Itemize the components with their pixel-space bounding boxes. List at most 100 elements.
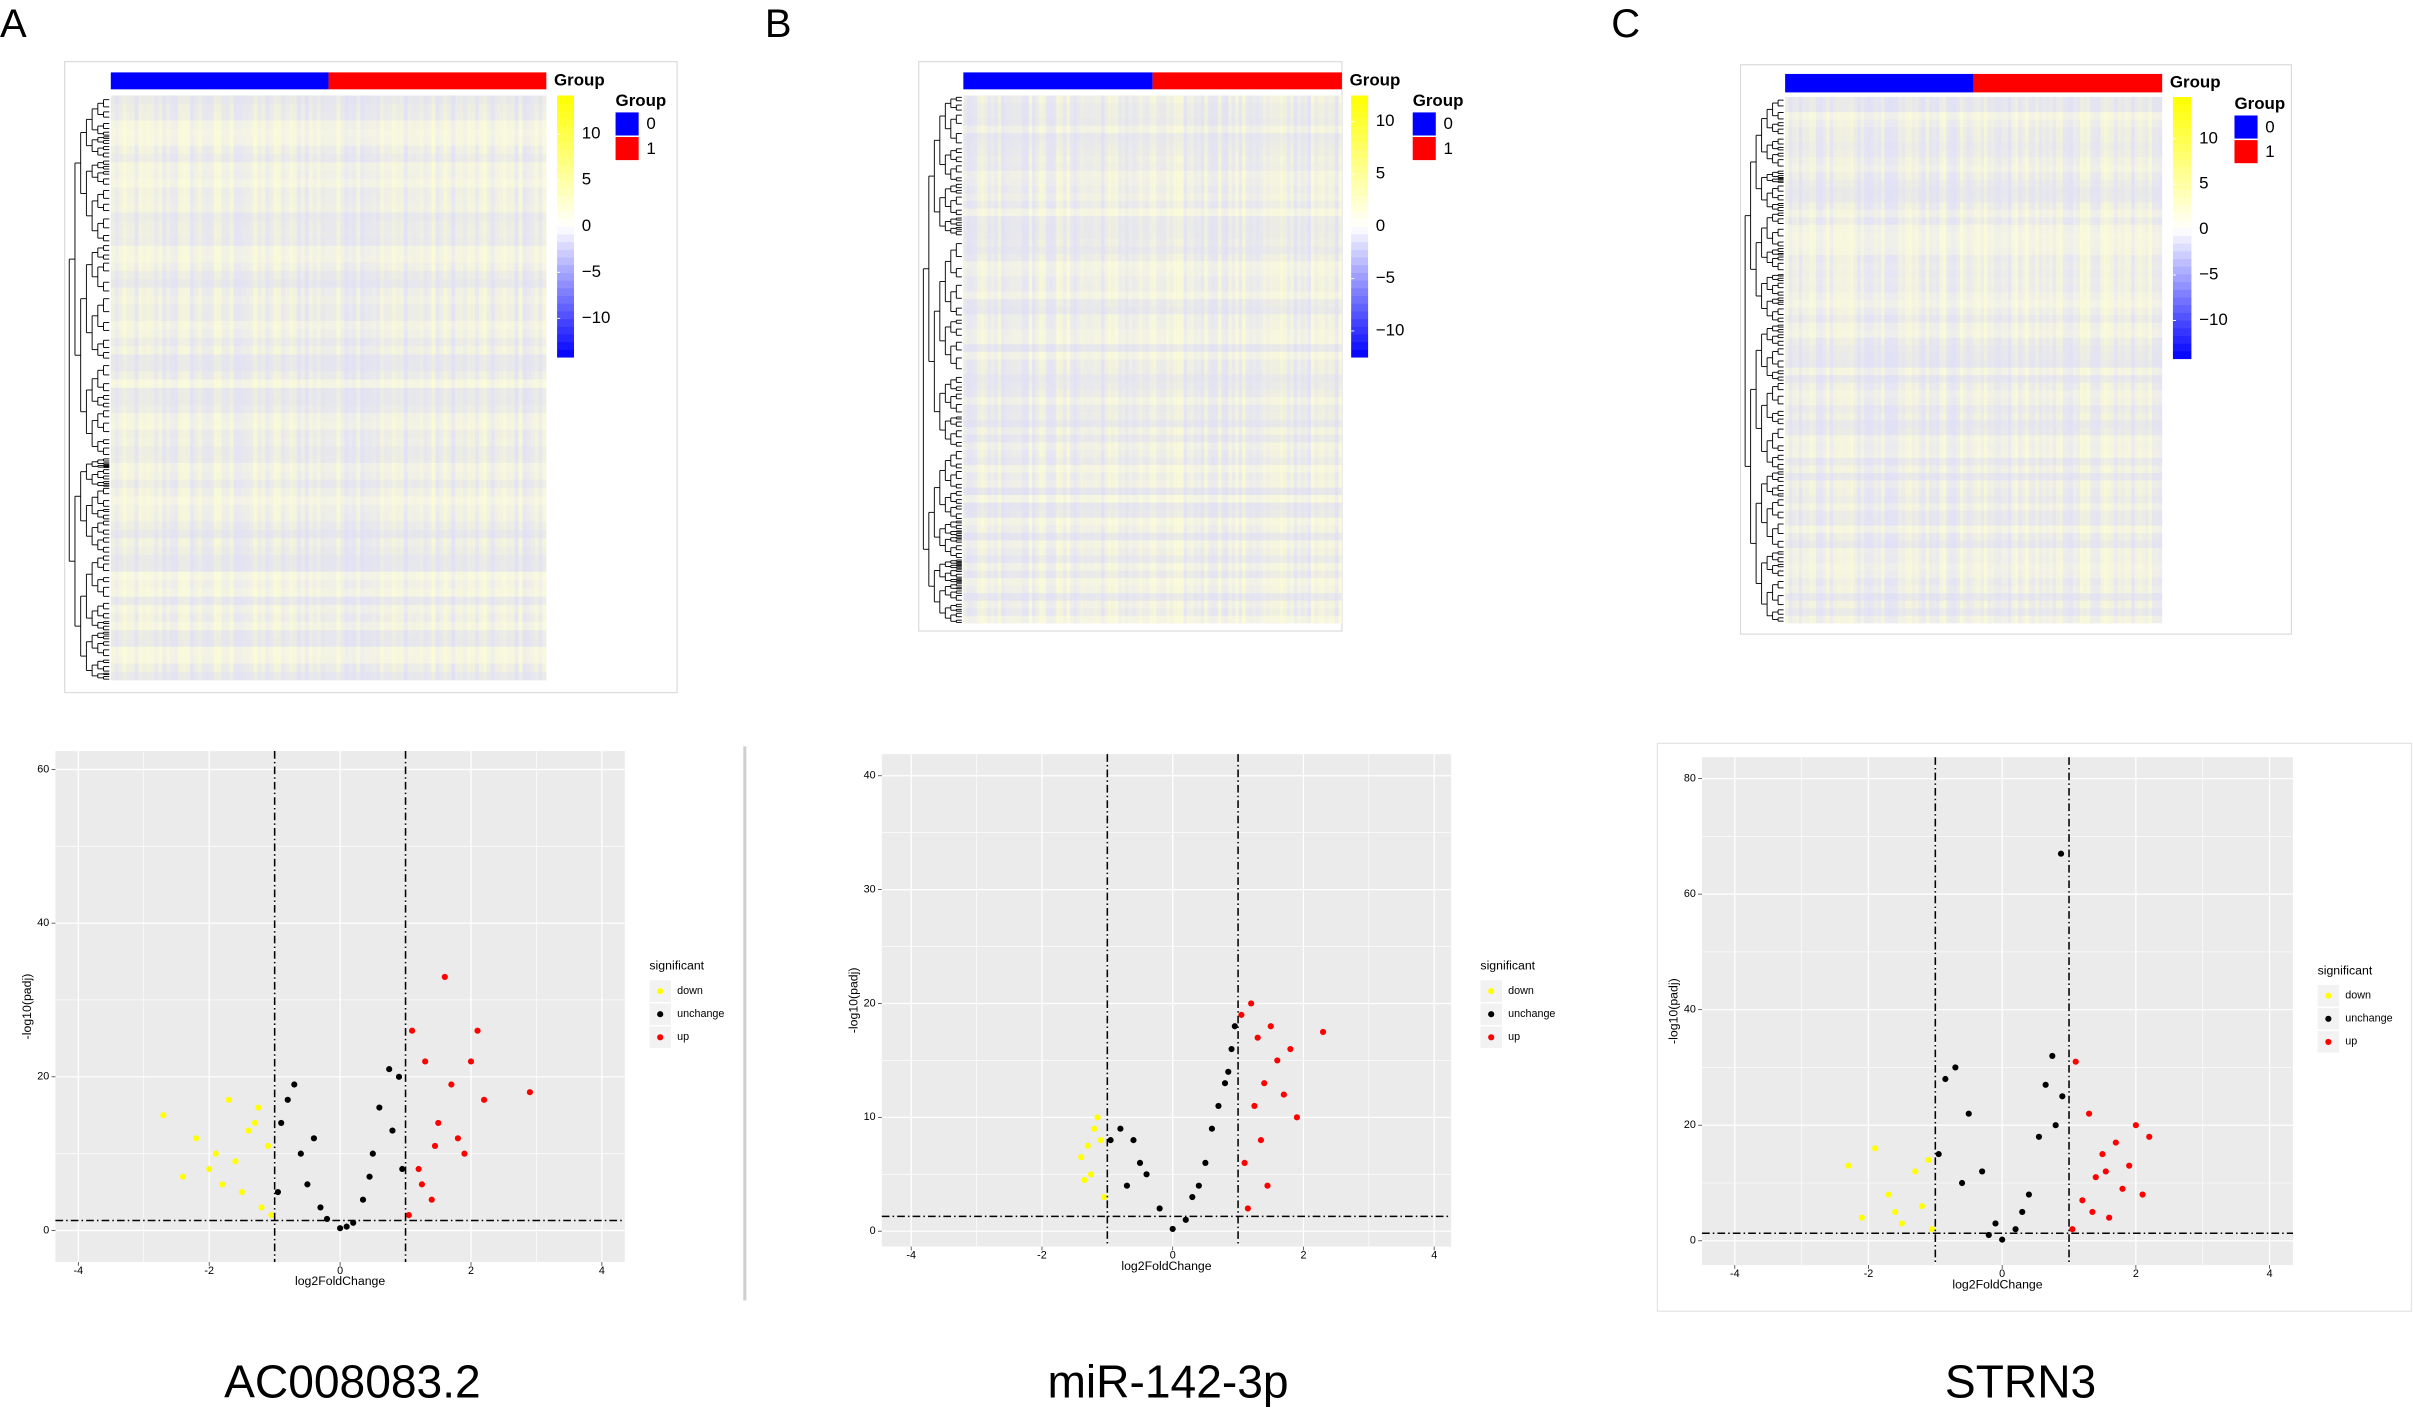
heatmap-row (110, 120, 547, 129)
colorbar-step (2172, 281, 2192, 290)
point (1228, 1045, 1235, 1053)
heatmap-column (1242, 95, 1246, 624)
y-axis-label: -log10(padj) (20, 974, 34, 1040)
heatmap-column (277, 95, 282, 681)
heatmap-column (1826, 97, 1830, 624)
heatmap-column (1850, 97, 1854, 624)
heatmap-row (963, 397, 1342, 405)
heatmap-column (1259, 95, 1263, 624)
heatmap-column (174, 95, 179, 681)
heatmap-column (166, 95, 171, 681)
x-tick-label: 0 (1999, 1268, 2005, 1280)
point (2099, 1151, 2106, 1158)
heatmap-row (963, 193, 1342, 202)
heatmap-column (2097, 97, 2101, 624)
colorbar-step (1351, 303, 1369, 312)
point (1942, 1075, 1949, 1083)
legend-label: down (2345, 990, 2371, 1002)
point (251, 1119, 259, 1126)
legend-title: Group (616, 91, 667, 110)
heatmap-row (1785, 307, 2163, 316)
point (1208, 1125, 1216, 1132)
heatmap-row (963, 291, 1342, 300)
point (376, 1104, 383, 1111)
heatmap-column (233, 95, 238, 681)
heatmap-column (2055, 97, 2060, 624)
heatmap-row (110, 204, 547, 213)
colorbar-step (2172, 112, 2192, 121)
colorbar-step (1351, 264, 1369, 273)
colorbar-step (557, 126, 575, 135)
colorbar-step (557, 218, 575, 227)
colorbar-step (557, 295, 575, 304)
y-tick-label: 80 (1684, 772, 1696, 784)
heatmap-column (1997, 97, 2002, 624)
heatmap-column (1173, 95, 1177, 624)
heatmap-row (963, 314, 1342, 322)
legend-dot (2325, 992, 2332, 999)
colorbar-step (557, 164, 575, 173)
heatmap-column (1159, 95, 1163, 624)
heatmap-row (963, 110, 1342, 119)
heatmap-column (340, 95, 345, 681)
heatmap-column (1932, 97, 1936, 624)
heatmap-row (1785, 450, 2163, 458)
heatmap-column (1207, 95, 1212, 624)
colorbar-step (2172, 197, 2192, 206)
heatmap-column (1860, 97, 1864, 624)
heatmap-column (486, 95, 491, 681)
heatmap-column (1898, 97, 1902, 624)
heatmap-row (963, 223, 1342, 232)
heatmap-row (963, 148, 1342, 156)
heatmap-row (1785, 427, 2163, 436)
point (481, 1096, 488, 1103)
heatmap-column (1297, 95, 1301, 624)
heatmap-column (2100, 97, 2104, 624)
heatmap-row (110, 429, 547, 438)
heatmap-row (963, 593, 1342, 601)
heatmap-column (980, 95, 985, 624)
heatmap-column (158, 95, 163, 681)
heatmap-row (963, 351, 1342, 360)
point (1143, 1171, 1150, 1178)
point (1965, 1110, 1972, 1117)
heatmap-column (312, 95, 317, 681)
heatmap-column (364, 95, 369, 681)
point (232, 1158, 239, 1165)
heatmap-column (439, 95, 444, 681)
colorbar-step (1351, 133, 1369, 143)
point (1189, 1193, 1196, 1201)
point (1248, 1000, 1255, 1007)
heatmap-column (1200, 95, 1205, 624)
y-tick-label: 10 (864, 1111, 876, 1123)
heatmap-row (1785, 119, 2163, 128)
heatmap-column (1197, 95, 1201, 624)
heatmap-column (205, 95, 210, 681)
heatmap-row (110, 596, 547, 606)
point (1241, 1159, 1248, 1166)
heatmap-column (1908, 97, 1912, 624)
heatmap-row (110, 554, 547, 564)
heatmap-row (1785, 164, 2163, 173)
colorbar-step (1351, 310, 1369, 320)
point (369, 1150, 376, 1157)
colorbar-step (1351, 272, 1369, 281)
heatmap-row (1785, 503, 2163, 511)
heatmap-row (110, 212, 547, 221)
heatmap-column (1881, 97, 1885, 624)
heatmap-row (1785, 548, 2163, 556)
colorbar-step (557, 133, 575, 143)
point (526, 1089, 533, 1096)
point (474, 1027, 481, 1034)
colorbar-step (557, 149, 575, 158)
heatmap-row (1785, 382, 2163, 391)
point (212, 1150, 219, 1157)
heatmap-row (963, 525, 1342, 533)
heatmap-row (110, 488, 547, 497)
heatmap-row (963, 133, 1342, 141)
heatmap-column (542, 95, 547, 681)
heatmap-row (110, 362, 547, 372)
point (1136, 1159, 1144, 1166)
point (2119, 1185, 2126, 1192)
panel-caption: AC008083.2 (224, 1355, 481, 1407)
